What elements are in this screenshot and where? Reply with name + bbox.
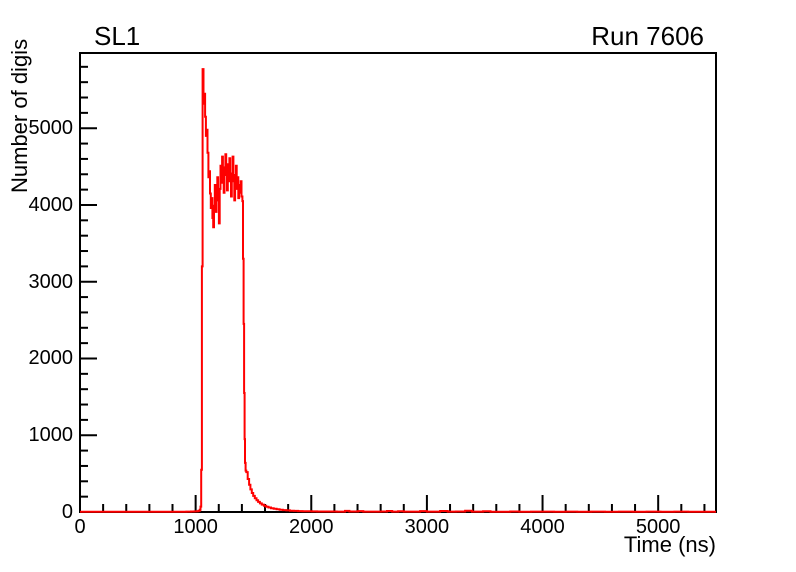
x-tick-label: 3000 — [404, 516, 450, 538]
y-tick-label: 2000 — [28, 347, 74, 370]
x-tick-label: 2000 — [289, 516, 334, 538]
x-tick-label: 4000 — [520, 516, 565, 538]
y-tick-label: 3000 — [28, 270, 74, 293]
x-tick-label: 5000 — [635, 516, 681, 538]
y-tick-label: 5000 — [28, 117, 74, 140]
x-tick-label: 0 — [74, 516, 86, 538]
x-tick-label: 1000 — [173, 516, 218, 538]
x-axis-title: Time (ns) — [623, 532, 716, 557]
y-tick-label: 1000 — [28, 424, 74, 447]
y-tick-label: 0 — [61, 501, 73, 523]
y-tick-label: 4000 — [28, 193, 74, 216]
histogram-line — [80, 68, 716, 513]
plot-frame — [79, 52, 717, 513]
run-label: Run 7606 — [591, 21, 704, 51]
y-axis-title: Number of digis — [7, 38, 32, 193]
plot-title: SL1 — [94, 21, 141, 51]
